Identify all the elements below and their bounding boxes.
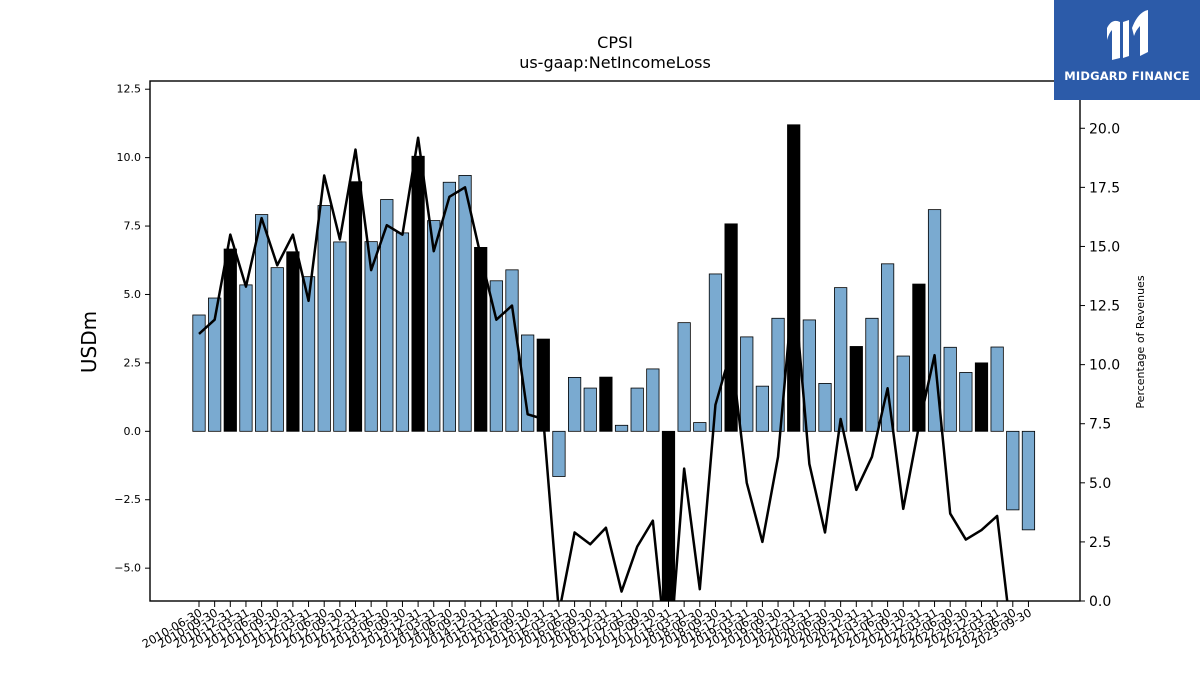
bar xyxy=(802,319,816,432)
bar xyxy=(583,387,597,432)
y2-tick-label: 15.0 xyxy=(1089,239,1120,255)
y2-tick-label: 2.5 xyxy=(1089,535,1111,551)
y-tick-label: −5.0 xyxy=(114,562,141,575)
bar xyxy=(881,263,895,432)
bar xyxy=(505,269,519,432)
y2-tick-label: 12.5 xyxy=(1089,299,1120,315)
bar xyxy=(959,372,973,432)
bar xyxy=(333,241,347,432)
bar xyxy=(239,284,253,432)
bar xyxy=(286,251,300,432)
bar xyxy=(646,368,660,432)
y2-axis-label: Percentage of Revenues xyxy=(1134,275,1147,408)
bar xyxy=(301,276,316,432)
bar xyxy=(552,430,566,477)
y-tick-label: −2.5 xyxy=(114,493,141,506)
line-group xyxy=(198,136,1009,601)
bar xyxy=(568,376,582,432)
plot-frame xyxy=(149,80,1081,602)
bar xyxy=(755,385,770,432)
bar xyxy=(254,214,269,432)
y2-tick-label: 7.5 xyxy=(1089,417,1111,433)
bar xyxy=(364,241,378,432)
y2-tick-label: 10.0 xyxy=(1089,358,1120,374)
brand-logo: MIDGARD FINANCE xyxy=(1054,0,1200,100)
bar xyxy=(1021,430,1036,531)
series-line xyxy=(198,136,1009,601)
brand-logo-icon xyxy=(1107,10,1148,60)
bar xyxy=(1006,430,1020,511)
bar xyxy=(223,248,237,432)
bar xyxy=(599,376,613,432)
bar xyxy=(521,334,535,432)
y-tick-label: 0.0 xyxy=(124,425,142,438)
bar xyxy=(270,267,284,432)
bar xyxy=(990,346,1004,432)
bar xyxy=(411,155,425,432)
bar xyxy=(458,175,472,432)
bar xyxy=(614,424,629,432)
bar xyxy=(834,287,848,432)
chart-subtitle: us-gaap:NetIncomeLoss xyxy=(519,53,711,72)
chart-title: CPSI xyxy=(597,33,633,52)
bar xyxy=(317,205,331,432)
y2-tick-label: 0.0 xyxy=(1089,594,1111,610)
bar xyxy=(896,355,910,432)
bar xyxy=(474,246,488,432)
bar xyxy=(192,314,206,432)
y-tick-label: 5.0 xyxy=(124,288,142,301)
bar xyxy=(395,232,410,432)
y-tick-label: 2.5 xyxy=(124,356,142,369)
bar xyxy=(427,220,441,432)
bar xyxy=(818,383,832,432)
y-tick-label: 7.5 xyxy=(124,220,142,233)
bar xyxy=(442,181,457,432)
bar xyxy=(208,297,222,432)
bar xyxy=(865,317,879,432)
bar xyxy=(943,346,957,432)
y-axis-label: USDm xyxy=(77,311,101,373)
bar xyxy=(740,336,754,432)
bar xyxy=(693,422,707,432)
bar xyxy=(661,430,676,602)
bar xyxy=(787,124,801,432)
bar-group xyxy=(192,124,1036,602)
bar xyxy=(974,362,989,432)
y2-tick-label: 5.0 xyxy=(1089,476,1111,492)
bar xyxy=(677,322,691,432)
y-tick-label: 12.5 xyxy=(117,83,142,96)
brand-logo-text: MIDGARD FINANCE xyxy=(1064,69,1190,83)
y2-tick-label: 20.0 xyxy=(1089,121,1120,137)
y2-tick-label: 17.5 xyxy=(1089,180,1120,196)
bar xyxy=(849,346,863,432)
bar xyxy=(630,387,644,432)
bar xyxy=(380,199,394,432)
bar xyxy=(724,223,738,432)
y-tick-label: 10.0 xyxy=(117,151,142,164)
bar xyxy=(348,181,363,432)
